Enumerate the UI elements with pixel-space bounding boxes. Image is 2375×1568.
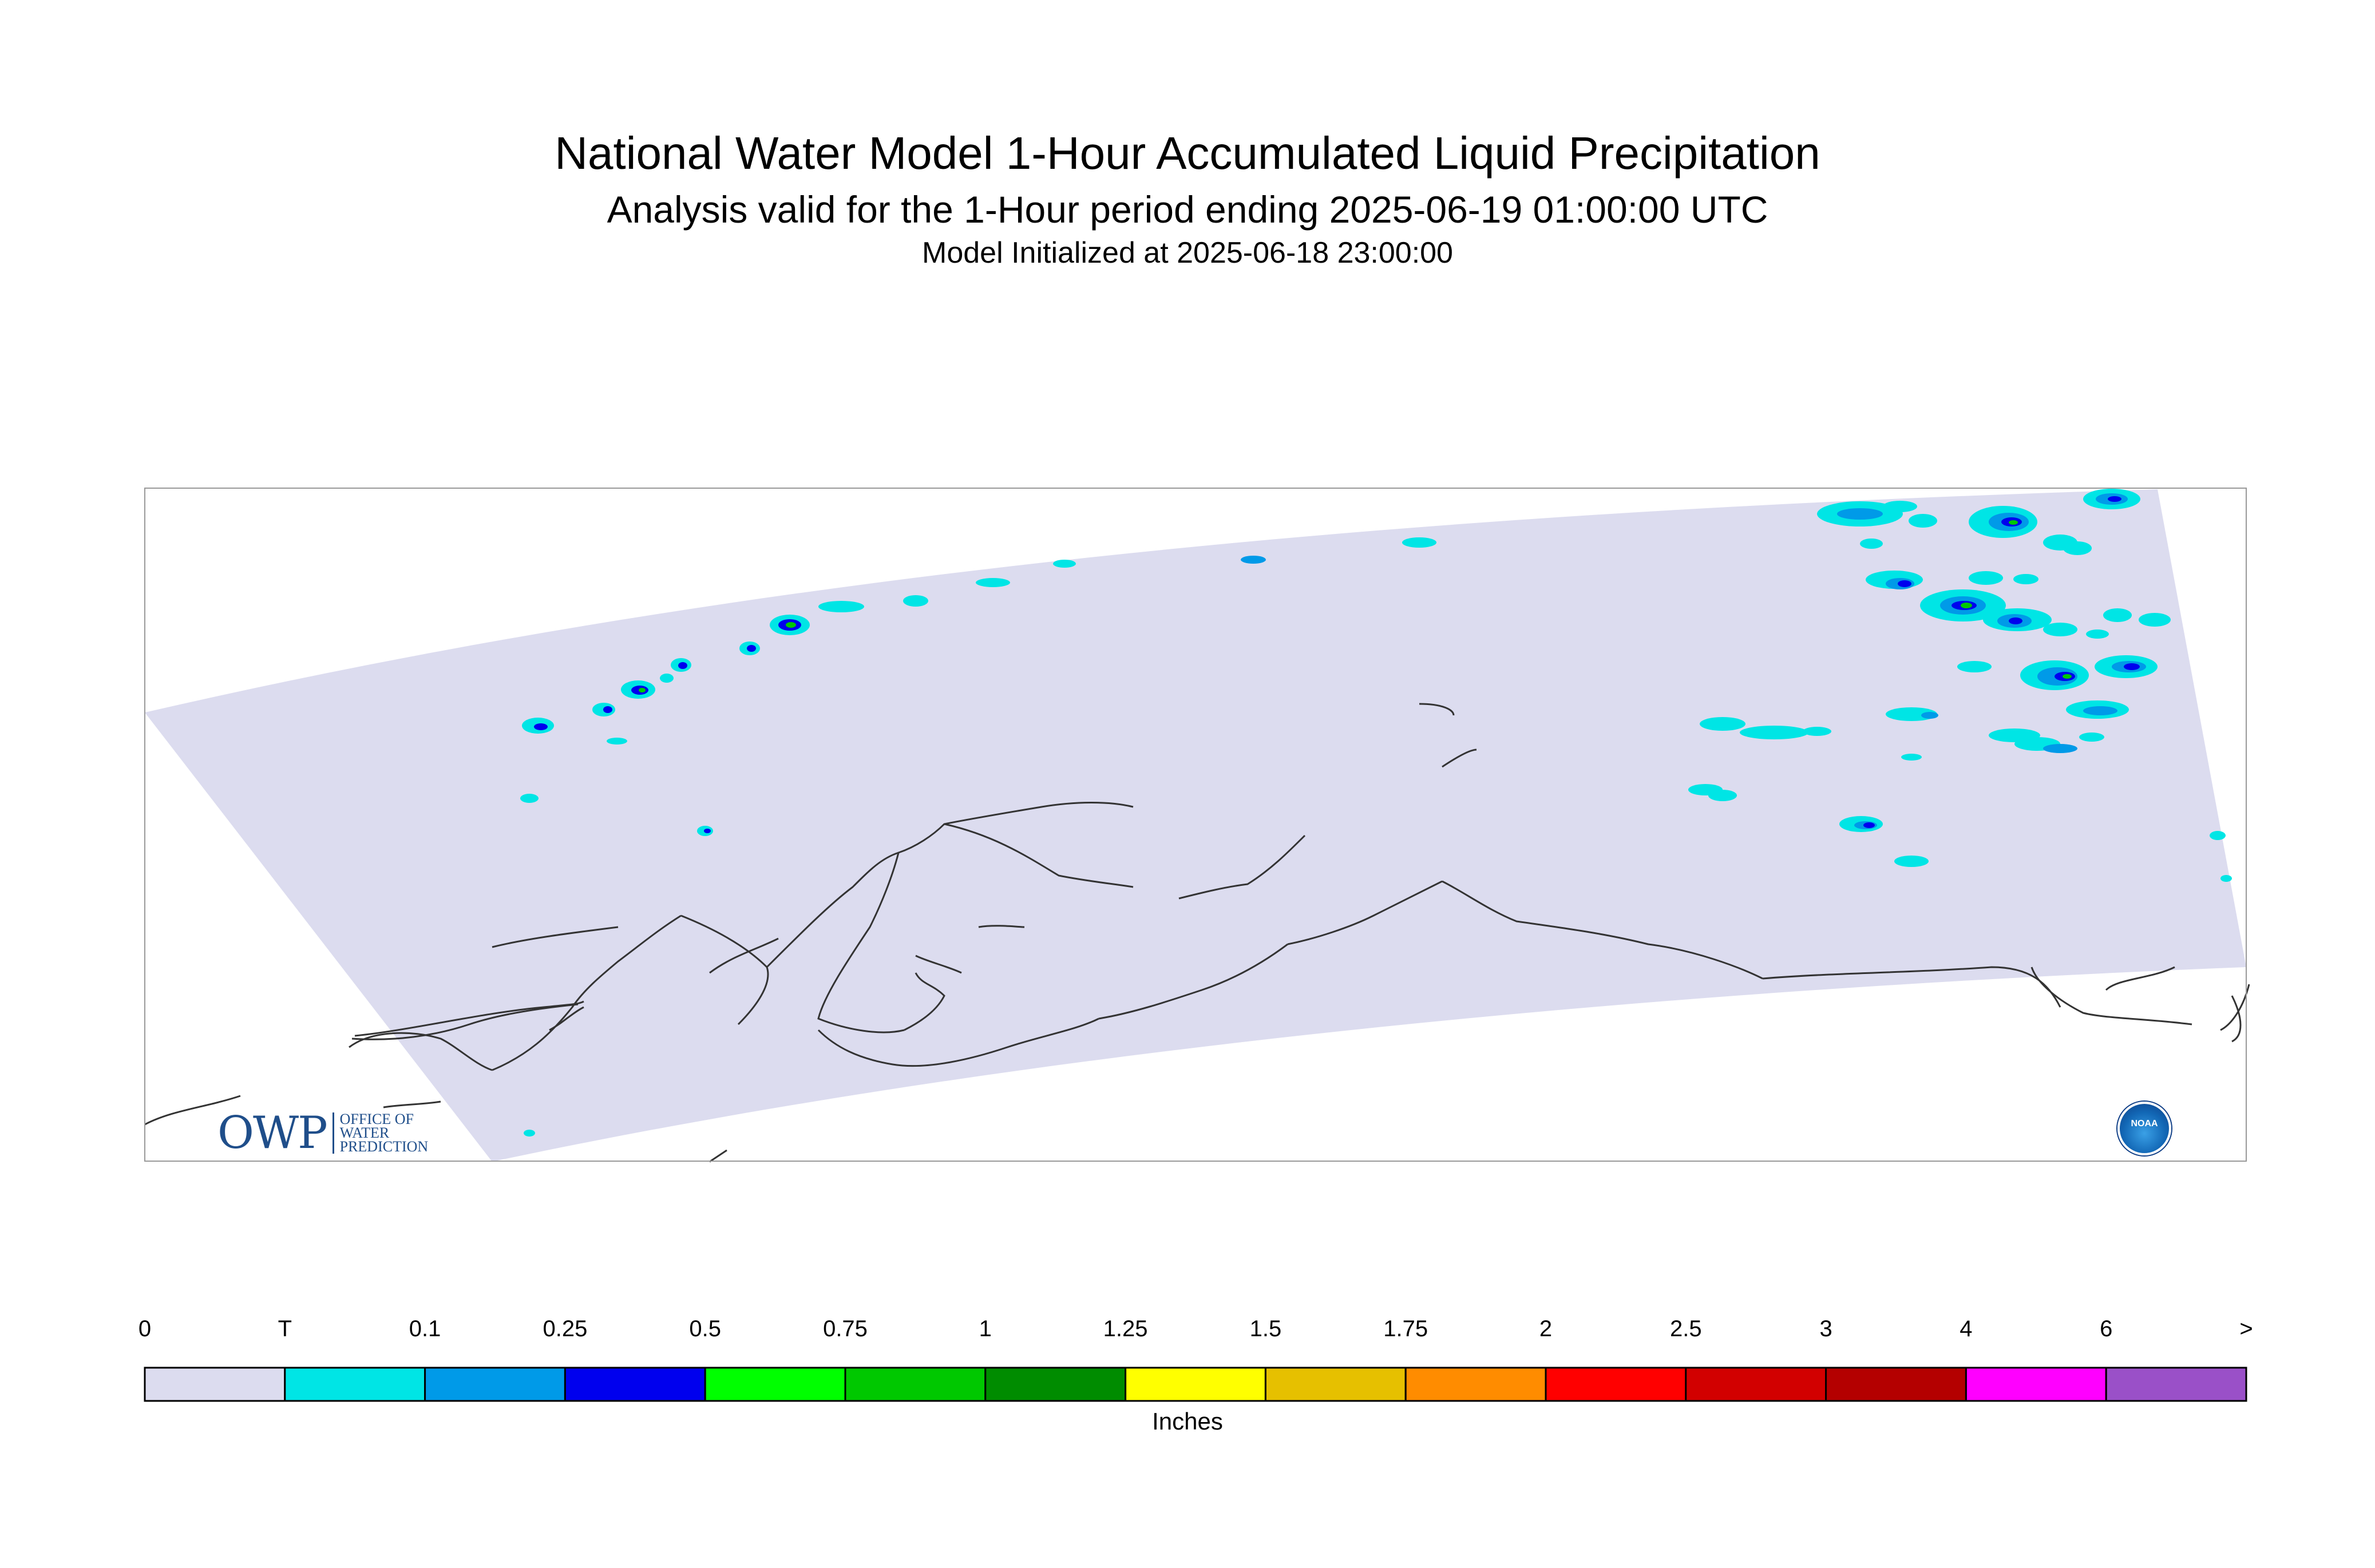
precip-blob <box>660 674 674 683</box>
precip-blob <box>1803 727 1831 736</box>
model-init-line: Model Initialized at 2025-06-18 23:00:00 <box>922 236 1453 270</box>
owp-logo-text: OFFICE OF WATER PREDICTION <box>332 1111 429 1155</box>
map-frame <box>144 488 2247 1162</box>
precip-blob <box>1402 537 1436 548</box>
legend-swatch <box>1825 1367 1967 1402</box>
precip-blob <box>2043 623 2077 636</box>
precip-blob <box>2063 541 2092 555</box>
legend-swatch <box>564 1367 706 1402</box>
legend-label: 6 <box>2100 1316 2113 1341</box>
precip-blob <box>2009 617 2022 624</box>
map-subtitle: Analysis valid for the 1-Hour period end… <box>607 188 1768 231</box>
precip-blob <box>2013 574 2038 584</box>
legend-swatch <box>1125 1367 1266 1402</box>
precip-blob <box>1898 580 1911 587</box>
precip-blob <box>639 688 646 692</box>
model-domain-region <box>145 489 2246 1162</box>
legend-units: Inches <box>1152 1408 1223 1435</box>
precip-blob <box>2124 663 2140 670</box>
precip-blob <box>1053 560 1076 568</box>
precip-blob <box>786 622 796 628</box>
precip-blob <box>2108 496 2121 502</box>
legend-label: 0.25 <box>543 1316 588 1341</box>
precip-blob <box>2103 608 2132 622</box>
precip-blob <box>1837 508 1883 520</box>
precip-blob <box>524 1130 535 1137</box>
legend-swatch <box>1545 1367 1687 1402</box>
precip-blob <box>1894 856 1929 867</box>
legend-swatch <box>844 1367 987 1402</box>
legend-swatch <box>1404 1367 1547 1402</box>
precip-blob <box>603 706 612 713</box>
precip-blob <box>2043 744 2077 753</box>
precip-blob <box>678 662 687 669</box>
legend-swatch <box>1264 1367 1407 1402</box>
precip-blob <box>2220 875 2232 882</box>
precip-blob <box>2210 831 2226 840</box>
legend-label: 0.1 <box>409 1316 441 1341</box>
precip-blob <box>704 829 711 833</box>
legend-swatch <box>1685 1367 1827 1402</box>
legend-swatch <box>424 1367 566 1402</box>
coastlines <box>144 703 2250 1163</box>
legend-swatch <box>144 1367 286 1402</box>
owp-logo: OWP OFFICE OF WATER PREDICTION <box>217 1107 428 1159</box>
legend-label: 1.75 <box>1383 1316 1428 1341</box>
precip-blob <box>2139 613 2171 627</box>
legend-label: 4 <box>1960 1316 1973 1341</box>
precip-blob <box>2083 706 2117 715</box>
legend-label: T <box>278 1316 292 1341</box>
precip-blob <box>1961 603 1972 608</box>
precip-blob <box>1740 726 1808 739</box>
precip-blob <box>1863 822 1875 828</box>
precip-blob <box>903 595 928 607</box>
precip-blob <box>1708 790 1737 801</box>
precip-blob <box>1241 556 1266 564</box>
legend-label: 1.5 <box>1249 1316 1282 1341</box>
precip-blob <box>747 645 756 652</box>
legend-label: 2 <box>1539 1316 1553 1341</box>
precip-blob <box>1883 501 1917 512</box>
precip-blob <box>1969 571 2003 585</box>
precip-blob <box>1700 717 1745 731</box>
precip-blob <box>818 601 864 612</box>
precip-blob <box>1921 712 1938 719</box>
legend-label: 0.5 <box>689 1316 721 1341</box>
owp-line-2: WATER <box>339 1124 390 1141</box>
map-title: National Water Model 1-Hour Accumulated … <box>555 128 1820 179</box>
precip-blob <box>2009 520 2018 525</box>
precip-blob <box>1909 514 1937 528</box>
legend-swatch <box>704 1367 846 1402</box>
noaa-logo-text: NOAA <box>2131 1119 2158 1129</box>
legend-swatch <box>2105 1367 2247 1402</box>
precip-blob <box>2079 732 2104 742</box>
precip-blob <box>976 578 1010 587</box>
precip-blob <box>607 738 627 745</box>
legend-swatch <box>284 1367 426 1402</box>
owp-line-1: OFFICE OF <box>339 1111 414 1127</box>
legend-label: 1.25 <box>1103 1316 1148 1341</box>
legend-swatch <box>1965 1367 2107 1402</box>
precip-blob <box>534 723 548 730</box>
owp-line-3: PREDICTION <box>339 1138 429 1155</box>
legend-label: 0 <box>138 1316 152 1341</box>
precip-blob <box>1957 661 1992 672</box>
precip-blob <box>2086 629 2109 639</box>
precip-blob <box>1901 754 1922 761</box>
legend-label: > <box>2239 1316 2253 1341</box>
legend-label: 0.75 <box>823 1316 868 1341</box>
precip-blob <box>1860 538 1883 549</box>
precip-blob <box>520 794 539 803</box>
noaa-logo: NOAA <box>2117 1102 2171 1155</box>
legend-swatch <box>984 1367 1127 1402</box>
legend-label: 2.5 <box>1669 1316 1702 1341</box>
legend-label: 3 <box>1819 1316 1832 1341</box>
owp-logo-mark: OWP <box>217 1107 328 1159</box>
legend-label: 1 <box>979 1316 992 1341</box>
legend-color-bar <box>144 1367 2247 1402</box>
precipitation-areas <box>520 489 2232 1137</box>
precip-blob <box>2063 674 2072 679</box>
